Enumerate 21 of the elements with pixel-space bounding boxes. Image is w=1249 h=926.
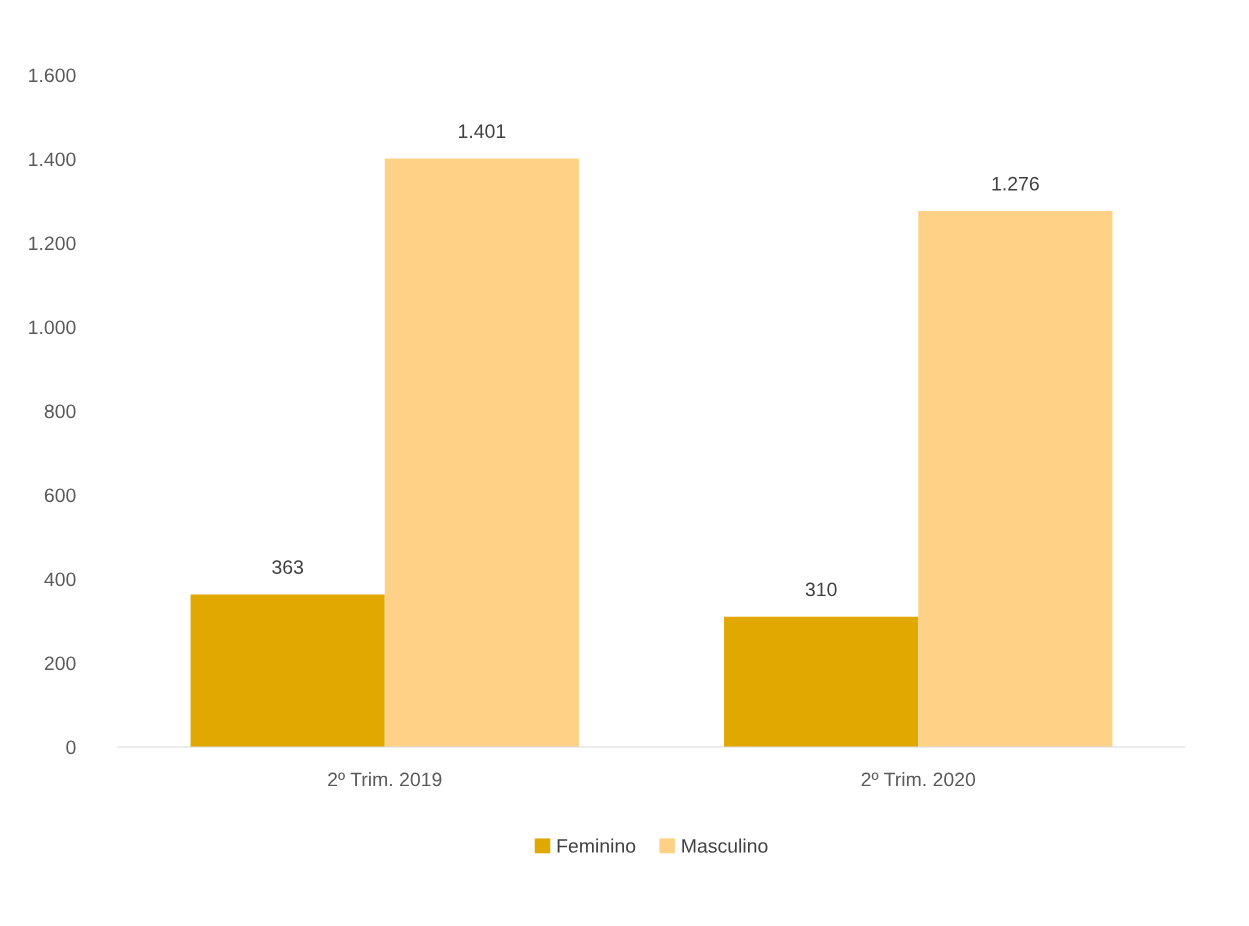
y-tick-label: 0 <box>66 740 76 755</box>
y-tick-label: 400 <box>44 572 76 587</box>
data-label: 1.401 <box>459 124 506 139</box>
legend-label: Masculino <box>682 838 768 853</box>
data-label: 310 <box>805 582 837 597</box>
y-tick-label: 600 <box>44 488 76 503</box>
bar <box>384 158 579 747</box>
x-tick-label: 2º Trim. 2020 <box>861 772 976 787</box>
data-label: 1.276 <box>992 176 1039 191</box>
legend-label: Feminino <box>557 838 636 853</box>
y-tick-label: 800 <box>44 404 76 419</box>
y-tick-label: 1.000 <box>29 320 76 335</box>
y-tick-label: 1.200 <box>29 236 76 251</box>
y-tick-label: 200 <box>44 656 76 671</box>
bar <box>918 211 1113 747</box>
bar <box>190 594 385 747</box>
y-tick-label: 1.600 <box>29 68 76 83</box>
bar <box>724 616 919 747</box>
x-tick-label: 2º Trim. 2019 <box>328 772 442 787</box>
data-label: 363 <box>272 560 304 575</box>
y-tick-label: 1.400 <box>29 152 76 167</box>
